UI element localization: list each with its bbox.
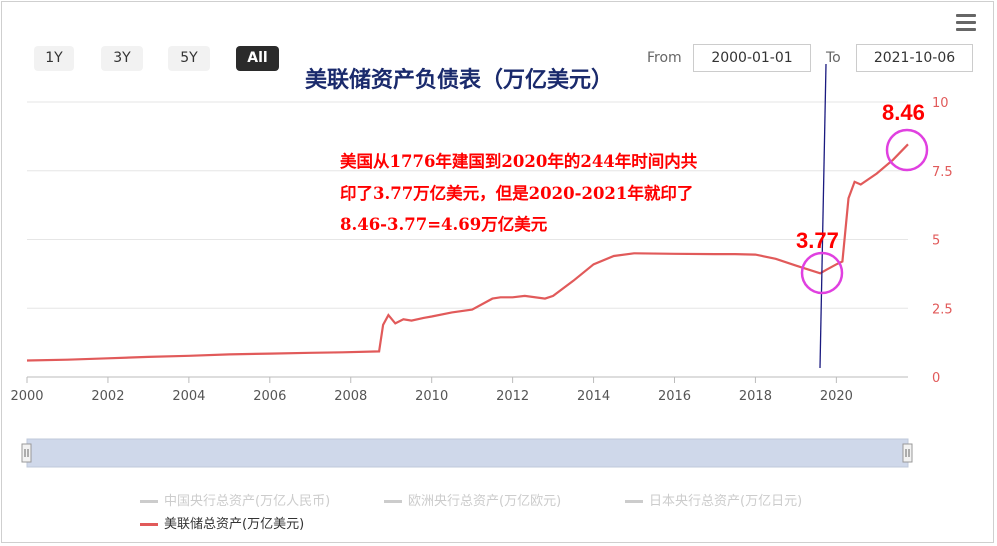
y-tick-label: 0	[932, 371, 940, 386]
from-date-input[interactable]	[693, 44, 811, 72]
navigator-handle-right[interactable]	[902, 443, 913, 463]
range-button-3y[interactable]: 3Y	[101, 46, 143, 71]
range-button-5y[interactable]: 5Y	[168, 46, 210, 71]
annotation-line-3: 8.46-3.77=4.69万亿美元	[340, 215, 548, 234]
callout-circle-high	[885, 128, 929, 172]
x-tick-label: 2004	[172, 389, 205, 404]
annotation-line-2: 印了3.77万亿美元，但是2020-2021年就印了	[340, 184, 694, 203]
from-label: From	[647, 50, 682, 66]
legend-item-japan[interactable]: 日本央行总资产(万亿日元)	[625, 490, 802, 509]
range-button-1y[interactable]: 1Y	[34, 46, 74, 71]
x-tick-label: 2006	[253, 389, 286, 404]
y-tick-label: 10	[932, 96, 949, 111]
x-tick-label: 2000	[10, 389, 43, 404]
navigator-handle-left[interactable]	[21, 443, 32, 463]
menu-icon[interactable]	[956, 14, 976, 32]
range-button-all[interactable]: All	[236, 46, 279, 71]
y-tick-label: 7.5	[932, 165, 953, 180]
marker-line	[819, 63, 827, 369]
legend-item-ecb[interactable]: 欧洲央行总资产(万亿欧元)	[384, 490, 561, 509]
annotation-line-1: 美国从1776年建国到2020年的244年时间内共	[340, 152, 698, 171]
x-tick-label: 2002	[91, 389, 124, 404]
y-tick-label: 2.5	[932, 302, 953, 317]
x-tick-label: 2008	[334, 389, 367, 404]
callout-low-value: 3.77	[796, 228, 839, 253]
x-tick-label: 2012	[496, 389, 529, 404]
to-date-input[interactable]	[856, 44, 973, 72]
x-tick-label: 2014	[577, 389, 610, 404]
chart-title: 美联储资产负债表（万亿美元）	[305, 68, 614, 93]
x-tick-label: 2020	[820, 389, 853, 404]
to-label: To	[826, 50, 841, 66]
callout-high-value: 8.46	[882, 100, 925, 125]
legend-item-china[interactable]: 中国央行总资产(万亿人民币)	[140, 490, 330, 509]
callout-circle-low	[800, 251, 844, 295]
y-tick-label: 5	[932, 234, 940, 249]
x-tick-label: 2016	[658, 389, 691, 404]
x-tick-label: 2018	[739, 389, 772, 404]
navigator-track[interactable]	[26, 438, 909, 468]
fed-assets-series-line	[26, 143, 909, 362]
x-tick-label: 2010	[415, 389, 448, 404]
legend-item-fed[interactable]: 美联储总资产(万亿美元)	[140, 513, 304, 532]
